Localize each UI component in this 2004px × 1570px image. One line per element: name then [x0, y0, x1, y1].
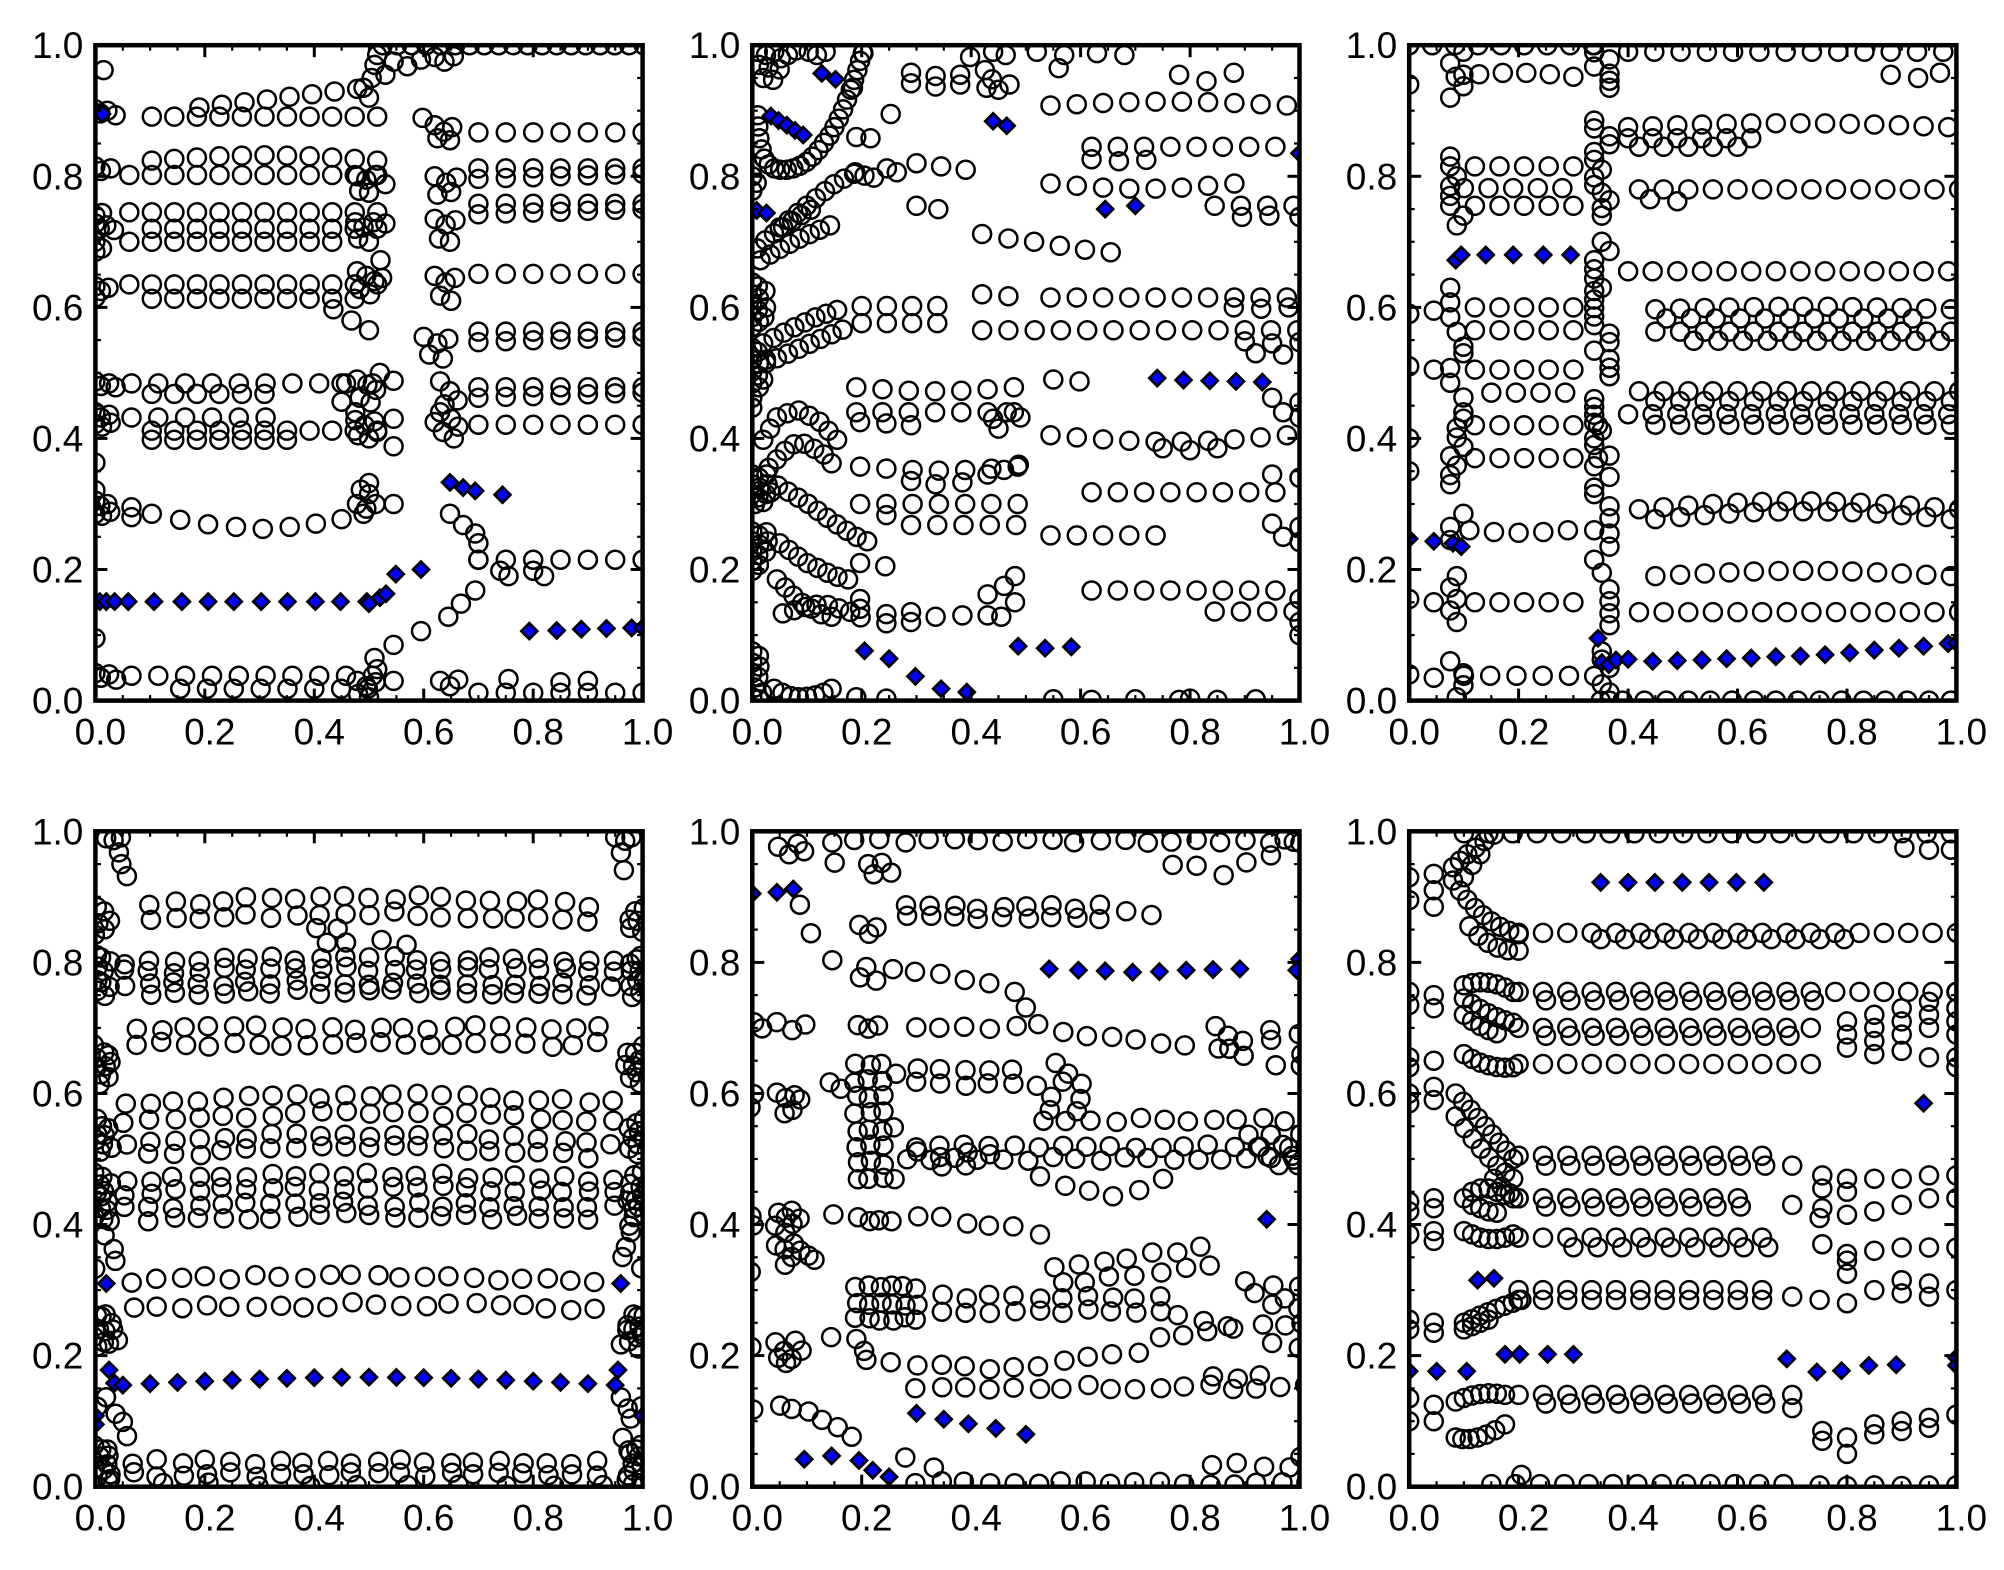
- svg-text:0.0: 0.0: [1346, 1467, 1397, 1508]
- svg-text:0.6: 0.6: [1346, 287, 1397, 328]
- svg-text:0.4: 0.4: [294, 712, 345, 753]
- svg-text:0.4: 0.4: [689, 418, 740, 459]
- svg-text:0.8: 0.8: [689, 942, 740, 983]
- svg-text:1.0: 1.0: [1346, 811, 1397, 852]
- svg-text:0.2: 0.2: [841, 1498, 892, 1539]
- svg-text:0.4: 0.4: [1607, 712, 1658, 753]
- svg-text:0.8: 0.8: [1826, 1498, 1877, 1539]
- svg-text:0.8: 0.8: [689, 156, 740, 197]
- svg-text:0.2: 0.2: [184, 1498, 235, 1539]
- svg-text:0.4: 0.4: [1346, 418, 1397, 459]
- svg-text:0.2: 0.2: [32, 1336, 83, 1377]
- svg-text:0.4: 0.4: [32, 418, 83, 459]
- svg-text:0.8: 0.8: [512, 1498, 563, 1539]
- svg-text:0.0: 0.0: [732, 712, 783, 753]
- svg-text:1.0: 1.0: [32, 811, 83, 852]
- svg-text:0.6: 0.6: [403, 712, 454, 753]
- svg-text:0.6: 0.6: [403, 1498, 454, 1539]
- svg-text:0.0: 0.0: [1388, 712, 1439, 753]
- svg-text:0.6: 0.6: [1060, 712, 1111, 753]
- svg-text:0.0: 0.0: [75, 1498, 126, 1539]
- svg-text:1.0: 1.0: [1346, 25, 1397, 66]
- svg-text:1.0: 1.0: [1279, 1498, 1330, 1539]
- svg-text:0.2: 0.2: [841, 712, 892, 753]
- svg-text:0.0: 0.0: [689, 1467, 740, 1508]
- svg-text:0.6: 0.6: [32, 287, 83, 328]
- svg-text:0.8: 0.8: [32, 156, 83, 197]
- svg-text:1.0: 1.0: [622, 712, 673, 753]
- svg-text:0.6: 0.6: [1346, 1074, 1397, 1115]
- svg-text:1.0: 1.0: [622, 1498, 673, 1539]
- svg-text:0.0: 0.0: [1388, 1498, 1439, 1539]
- svg-text:0.2: 0.2: [184, 712, 235, 753]
- svg-text:0.8: 0.8: [1346, 942, 1397, 983]
- svg-text:0.4: 0.4: [294, 1498, 345, 1539]
- svg-text:0.8: 0.8: [512, 712, 563, 753]
- svg-text:0.4: 0.4: [1346, 1205, 1397, 1246]
- svg-text:0.0: 0.0: [75, 712, 126, 753]
- svg-text:0.2: 0.2: [1498, 1498, 1549, 1539]
- svg-text:0.4: 0.4: [950, 712, 1001, 753]
- svg-text:1.0: 1.0: [32, 25, 83, 66]
- svg-text:1.0: 1.0: [1936, 1498, 1987, 1539]
- svg-text:0.0: 0.0: [1346, 681, 1397, 722]
- svg-text:0.6: 0.6: [1717, 1498, 1768, 1539]
- svg-text:0.2: 0.2: [689, 550, 740, 591]
- svg-text:1.0: 1.0: [689, 811, 740, 852]
- svg-text:0.2: 0.2: [1346, 550, 1397, 591]
- svg-text:0.8: 0.8: [1169, 712, 1220, 753]
- svg-text:0.2: 0.2: [689, 1336, 740, 1377]
- svg-text:0.0: 0.0: [689, 681, 740, 722]
- svg-text:0.4: 0.4: [950, 1498, 1001, 1539]
- svg-text:0.0: 0.0: [32, 1467, 83, 1508]
- svg-text:0.6: 0.6: [32, 1074, 83, 1115]
- svg-text:0.4: 0.4: [1607, 1498, 1658, 1539]
- svg-text:1.0: 1.0: [1279, 712, 1330, 753]
- svg-text:0.0: 0.0: [32, 681, 83, 722]
- svg-text:0.8: 0.8: [32, 942, 83, 983]
- svg-text:0.4: 0.4: [32, 1205, 83, 1246]
- svg-text:0.8: 0.8: [1826, 712, 1877, 753]
- svg-text:0.6: 0.6: [1060, 1498, 1111, 1539]
- svg-text:0.2: 0.2: [32, 550, 83, 591]
- svg-text:1.0: 1.0: [1936, 712, 1987, 753]
- svg-text:0.2: 0.2: [1346, 1336, 1397, 1377]
- svg-text:0.6: 0.6: [689, 287, 740, 328]
- svg-text:0.8: 0.8: [1169, 1498, 1220, 1539]
- svg-text:0.6: 0.6: [689, 1074, 740, 1115]
- svg-text:0.6: 0.6: [1717, 712, 1768, 753]
- svg-text:0.0: 0.0: [732, 1498, 783, 1539]
- svg-text:0.4: 0.4: [689, 1205, 740, 1246]
- svg-text:0.2: 0.2: [1498, 712, 1549, 753]
- svg-text:1.0: 1.0: [689, 25, 740, 66]
- svg-text:0.8: 0.8: [1346, 156, 1397, 197]
